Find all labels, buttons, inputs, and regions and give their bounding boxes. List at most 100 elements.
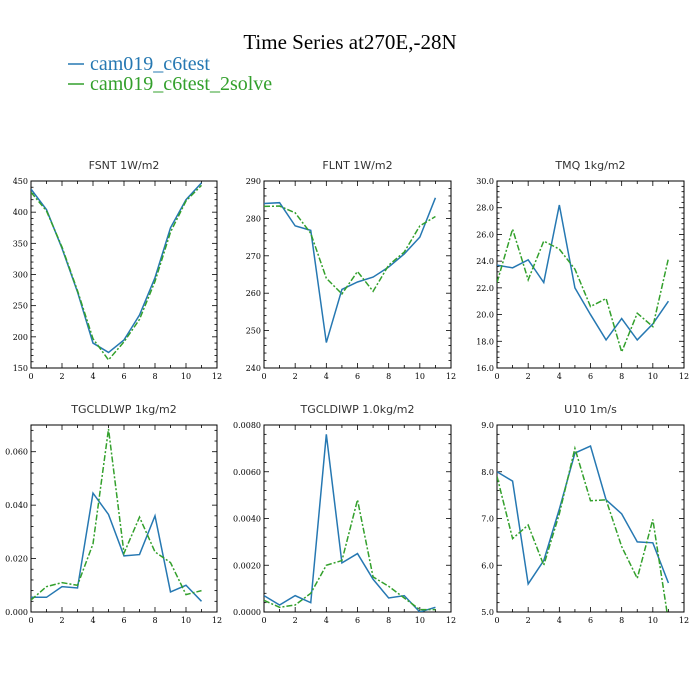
y-tick-label: 250 xyxy=(246,327,261,336)
x-tick-label: 12 xyxy=(679,372,689,381)
legend: cam019_c6test cam019_c6test_2solve xyxy=(68,53,272,95)
series-line-1 xyxy=(497,226,670,355)
y-tick-label: 5.0 xyxy=(481,608,494,617)
y-tick-label: 400 xyxy=(13,208,28,217)
series-line-1 xyxy=(31,184,203,362)
x-tick-label: 4 xyxy=(557,372,562,381)
x-tick-label: 2 xyxy=(293,616,298,625)
x-tick-label: 4 xyxy=(557,616,562,625)
figure-title: Time Series at270E,-28N xyxy=(243,30,456,54)
x-tick-label: 8 xyxy=(386,616,391,625)
y-tick-label: 8.0 xyxy=(481,468,494,477)
chart-panel-2: TMQ 1kg/m2 0 2 4 6 8 10 12 16.0 18.0 20.0 22.0 24.0 2… xyxy=(476,159,689,381)
plot-frame xyxy=(496,424,685,613)
panel-title: FSNT 1W/m2 xyxy=(89,159,160,172)
x-tick-label: 12 xyxy=(679,616,689,625)
series-line-1 xyxy=(264,205,436,296)
y-tick-label: 20.0 xyxy=(476,311,494,320)
x-tick-label: 4 xyxy=(324,372,329,381)
plot-frame xyxy=(263,180,452,369)
x-tick-label: 10 xyxy=(415,616,425,625)
x-tick-label: 10 xyxy=(648,616,658,625)
y-tick-label: 24.0 xyxy=(476,257,494,266)
y-tick-label: 0.0000 xyxy=(233,608,261,617)
series-line-1 xyxy=(264,499,436,611)
x-tick-label: 8 xyxy=(619,616,624,625)
x-tick-label: 0 xyxy=(261,372,266,381)
legend-label-1: cam019_c6test_2solve xyxy=(90,73,272,95)
chart-panel-3: TGCLDLWP 1kg/m2 0 2 4 6 8 10 12 0.000 0.020 0.040 0… xyxy=(5,403,222,625)
x-tick-label: 6 xyxy=(355,372,360,381)
series-line-0 xyxy=(31,491,203,602)
x-tick-label: 2 xyxy=(526,372,531,381)
y-tick-label: 6.0 xyxy=(481,561,494,570)
y-tick-label: 240 xyxy=(246,364,261,373)
x-tick-label: 12 xyxy=(446,372,456,381)
y-tick-label: 26.0 xyxy=(476,230,494,239)
y-tick-label: 450 xyxy=(13,177,28,186)
legend-label-0: cam019_c6test xyxy=(90,53,210,75)
y-tick-label: 280 xyxy=(246,214,261,223)
y-tick-label: 260 xyxy=(246,289,261,298)
y-tick-label: 7.0 xyxy=(481,515,494,524)
panel-title: TMQ 1kg/m2 xyxy=(554,159,625,172)
y-tick-label: 22.0 xyxy=(476,284,494,293)
plot-frame xyxy=(263,424,452,613)
x-tick-label: 2 xyxy=(293,372,298,381)
series-line-0 xyxy=(497,445,670,586)
y-tick-label: 0.060 xyxy=(5,448,28,457)
x-tick-label: 8 xyxy=(152,372,157,381)
panel-title: TGCLDLWP 1kg/m2 xyxy=(70,403,176,416)
chart-panel-1: FLNT 1W/m2 0 2 4 6 8 10 12 240 250 260 270 280 290 xyxy=(246,159,456,381)
y-tick-label: 290 xyxy=(246,177,261,186)
y-tick-label: 18.0 xyxy=(476,337,494,346)
y-tick-label: 200 xyxy=(13,333,28,342)
panel-title: FLNT 1W/m2 xyxy=(322,159,392,172)
y-tick-label: 0.000 xyxy=(5,608,28,617)
y-tick-label: 150 xyxy=(13,364,28,373)
x-tick-label: 6 xyxy=(588,372,593,381)
y-tick-label: 300 xyxy=(13,271,28,280)
x-tick-label: 10 xyxy=(181,372,191,381)
y-tick-label: 0.0020 xyxy=(233,561,261,570)
y-tick-label: 0.040 xyxy=(5,501,28,510)
x-tick-label: 0 xyxy=(28,372,33,381)
x-tick-label: 6 xyxy=(121,372,126,381)
x-tick-label: 8 xyxy=(386,372,391,381)
x-tick-label: 0 xyxy=(28,616,33,625)
x-tick-label: 12 xyxy=(212,372,222,381)
series-line-0 xyxy=(264,197,437,343)
x-tick-label: 10 xyxy=(181,616,191,625)
series-line-0 xyxy=(264,434,436,612)
y-tick-label: 350 xyxy=(13,239,28,248)
series-line-1 xyxy=(31,428,202,601)
x-tick-label: 10 xyxy=(415,372,425,381)
series-line-0 xyxy=(497,204,670,342)
x-tick-label: 6 xyxy=(355,616,360,625)
panels: FSNT 1W/m20 2 4 6 8 10 12150200250300350400450… xyxy=(5,159,689,625)
panel-title: TGCLDIWP 1.0kg/m2 xyxy=(299,403,414,416)
x-tick-label: 6 xyxy=(121,616,126,625)
plot-frame xyxy=(496,180,685,369)
y-tick-label: 16.0 xyxy=(476,364,494,373)
x-tick-label: 2 xyxy=(526,616,531,625)
y-tick-label: 0.0060 xyxy=(233,468,261,477)
y-tick-label: 28.0 xyxy=(476,204,494,213)
panel-title: U10 1m/s xyxy=(564,403,617,416)
y-tick-label: 30.0 xyxy=(476,177,494,186)
x-tick-label: 0 xyxy=(494,372,499,381)
x-tick-label: 6 xyxy=(588,616,593,625)
y-tick-label: 0.0080 xyxy=(233,421,261,430)
y-tick-label: 0.0040 xyxy=(233,515,261,524)
x-tick-label: 8 xyxy=(152,616,157,625)
x-tick-label: 4 xyxy=(90,616,95,625)
x-tick-label: 0 xyxy=(261,616,266,625)
chart-panel-4: TGCLDIWP 1.0kg/m2 0 2 4 6 8 10 12 0.0000 0.0020 0.… xyxy=(233,403,456,625)
x-tick-label: 2 xyxy=(59,616,64,625)
x-tick-label: 2 xyxy=(59,372,64,381)
y-tick-label: 270 xyxy=(246,252,261,261)
y-tick-label: 9.0 xyxy=(481,421,494,430)
series-line-1 xyxy=(497,445,668,612)
x-tick-label: 12 xyxy=(446,616,456,625)
x-tick-label: 4 xyxy=(324,616,329,625)
